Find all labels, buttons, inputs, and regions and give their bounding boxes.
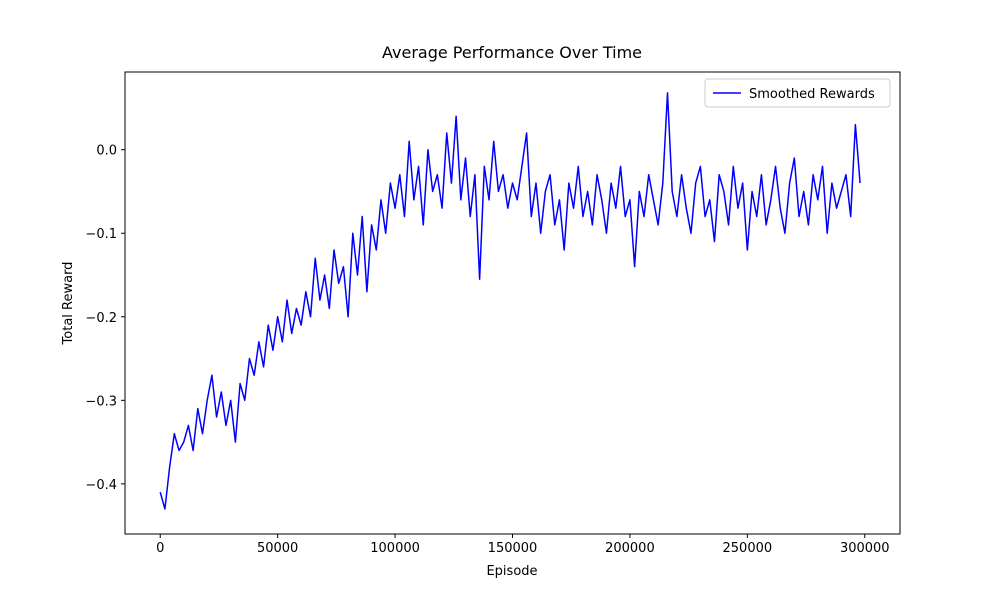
x-axis-label: Episode [486, 564, 537, 579]
x-tick-label: 0 [156, 541, 164, 556]
y-tick-label: −0.2 [85, 311, 117, 326]
y-tick-label: −0.4 [85, 478, 117, 493]
x-tick-label: 50000 [257, 541, 298, 556]
plot-frame [124, 71, 901, 535]
x-tick-label: 250000 [723, 541, 773, 556]
x-tick-label: 300000 [840, 541, 890, 556]
legend-label: Smoothed Rewards [749, 87, 875, 102]
x-tick-label: 150000 [488, 541, 538, 556]
chart-title: Average Performance Over Time [382, 43, 642, 62]
y-axis-label: Total Reward [61, 262, 76, 346]
y-tick-label: −0.1 [85, 227, 117, 242]
y-tick-label: −0.3 [85, 394, 117, 409]
y-tick-label: 0.0 [96, 144, 117, 159]
line-series [159, 92, 861, 510]
legend-box [704, 78, 891, 108]
x-tick-label: 200000 [605, 541, 655, 556]
x-tick-label: 100000 [370, 541, 420, 556]
